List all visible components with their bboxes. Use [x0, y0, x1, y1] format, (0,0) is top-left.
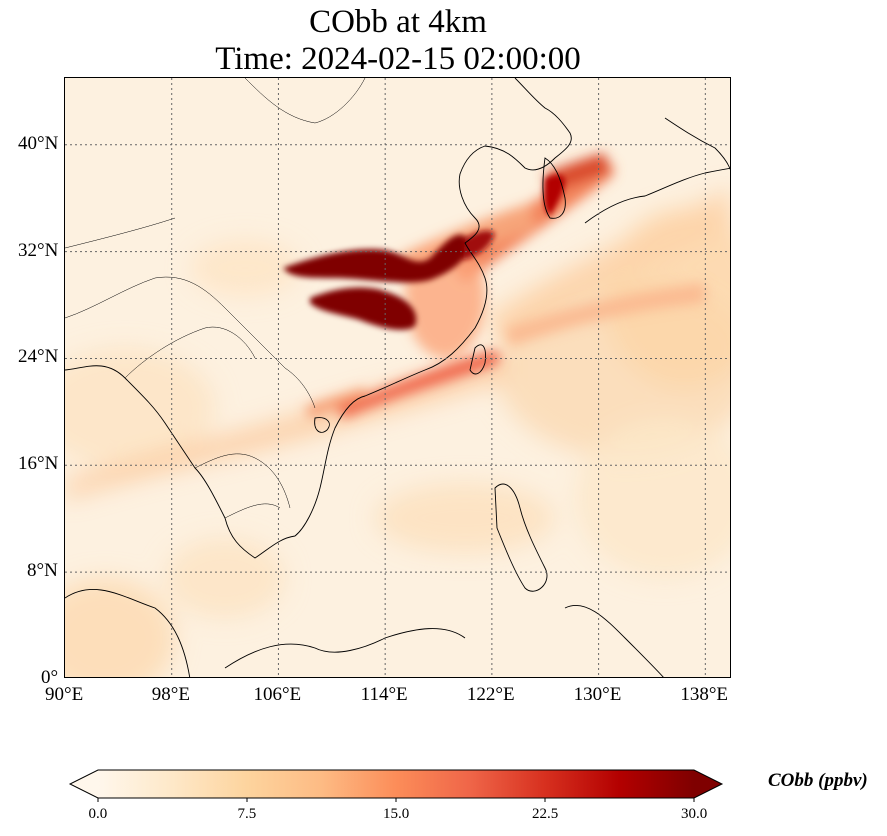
map-title: CObb at 4km: [309, 4, 487, 40]
map-panel: [64, 77, 731, 678]
map-canvas: [65, 78, 730, 677]
lat-tick-label: 0°: [41, 667, 59, 688]
country-borders: [65, 78, 366, 519]
colorbar-extend-max: [694, 770, 722, 798]
colorbar-label: CObb (ppbv): [768, 770, 868, 791]
colorbar-extend-min: [70, 770, 98, 798]
colorbar-gradient: [98, 770, 694, 798]
concentration-field-diffuse: [65, 188, 730, 677]
lat-tick-label: 32°N: [18, 239, 59, 261]
lon-tick-label: 138°E: [680, 684, 729, 705]
concentration-field-core: [283, 174, 565, 330]
map-timestamp: Time: 2024-02-15 02:00:00: [215, 41, 581, 77]
lat-tick-label: 24°N: [18, 346, 59, 368]
colorbar-tick-label: 0.0: [88, 806, 108, 822]
colorbar-tick-label: 22.5: [532, 806, 559, 822]
lon-tick-label: 122°E: [466, 684, 515, 705]
lat-tick-label: 40°N: [18, 132, 59, 154]
colorbar-tick-label: 15.0: [383, 806, 410, 822]
colorbar-tick-label: 30.0: [681, 806, 708, 822]
lon-tick-label: 98°E: [151, 684, 190, 705]
lon-tick-label: 90°E: [45, 684, 84, 705]
lat-tick-label: 16°N: [18, 453, 59, 475]
lon-tick-label: 130°E: [573, 684, 622, 705]
lat-tick-label: 8°N: [27, 560, 58, 582]
lon-tick-label: 106°E: [253, 684, 302, 705]
gridlines: [65, 78, 730, 677]
colorbar-tick-label: 7.5: [237, 806, 257, 822]
lon-tick-label: 114°E: [360, 684, 408, 705]
